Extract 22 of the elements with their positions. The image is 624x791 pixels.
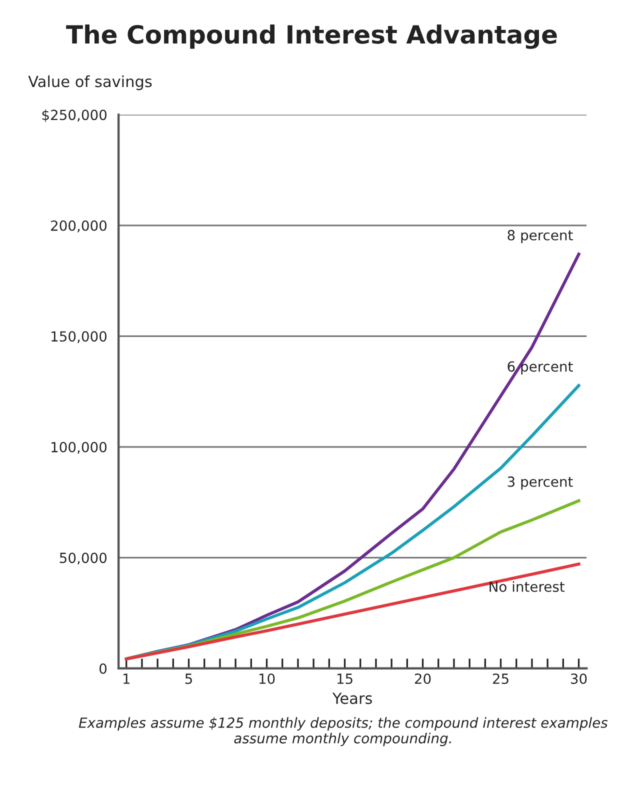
y-tick-label: $250,000	[42, 109, 107, 122]
x-tick-label: 5	[185, 674, 192, 684]
series-label: 8 percent	[508, 230, 573, 244]
y-tick-label: 0	[100, 663, 107, 674]
series-label: 3 percent	[508, 476, 573, 490]
x-axis-title: Years	[332, 692, 372, 704]
text: Examples assume $125 monthly deposits; the compound interest examples assume monthly compounding.	[78, 717, 608, 746]
y-tick-label: 50,000	[60, 552, 107, 565]
x-tick-label: 30	[570, 674, 587, 684]
y-tick-label: 200,000	[51, 220, 107, 232]
y-tick-label: 150,000	[52, 331, 107, 344]
x-tick-label: 25	[492, 674, 508, 684]
series-label: 6 percent	[508, 361, 573, 374]
x-tick-label: 1	[123, 674, 130, 684]
y-tick-label: 100,000	[52, 442, 107, 454]
chart-title: The Compound Interest Advantage	[66, 24, 557, 49]
x-tick-label: 15	[337, 674, 352, 684]
y-axis-title: Value of savings	[28, 75, 152, 90]
x-tick-label: 10	[259, 674, 275, 684]
line-series	[124, 562, 580, 661]
x-tick-label: 20	[414, 674, 431, 684]
series-label: No interest	[490, 581, 565, 592]
